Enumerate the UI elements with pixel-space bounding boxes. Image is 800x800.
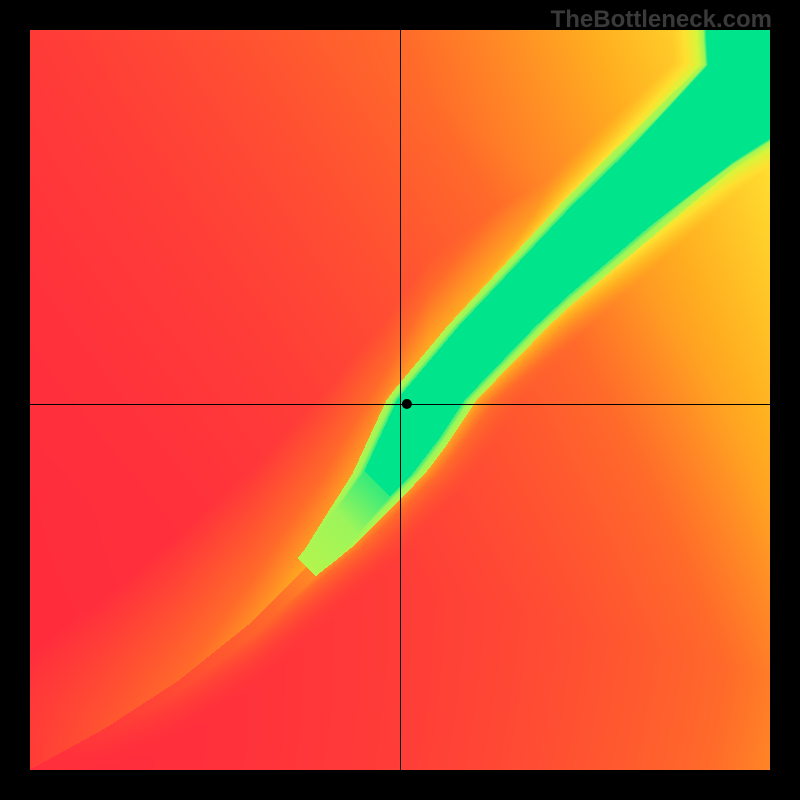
- chart-container: TheBottleneck.com: [0, 0, 800, 800]
- bottleneck-heatmap: [0, 0, 800, 800]
